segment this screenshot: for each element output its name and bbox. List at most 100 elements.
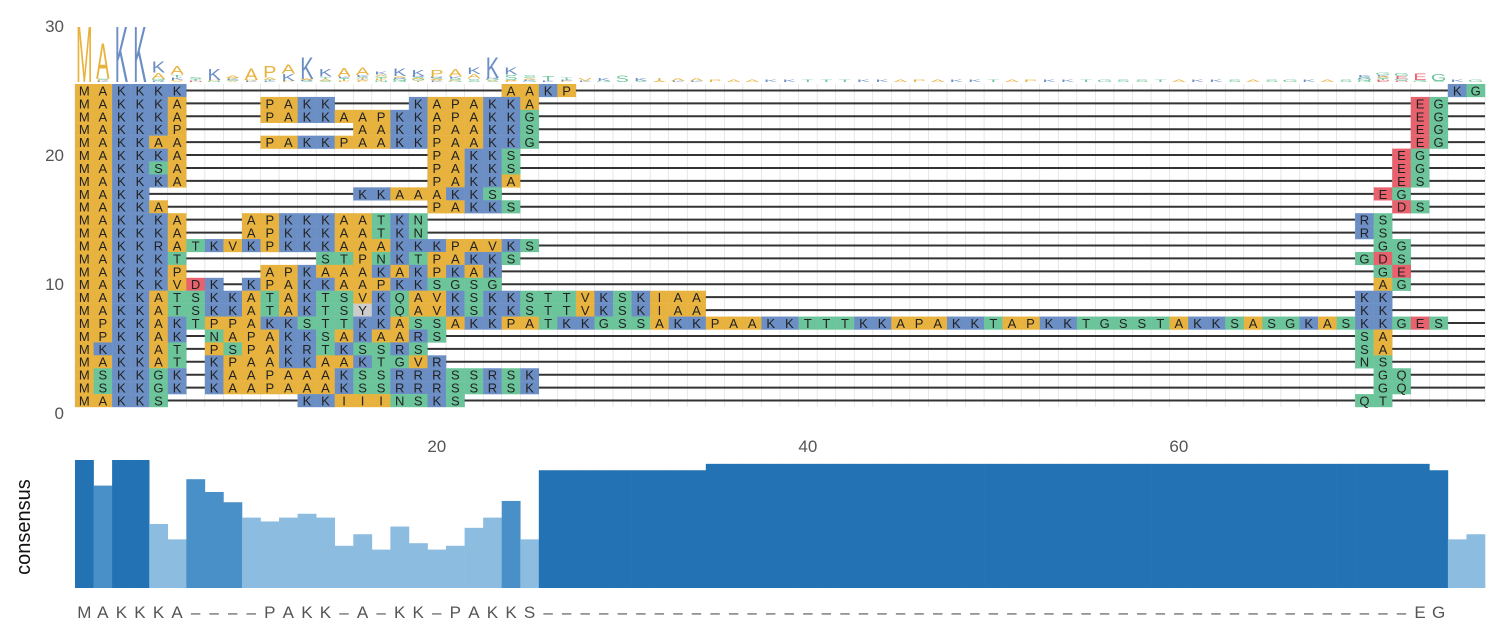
residue-cell xyxy=(538,290,558,304)
residue-letter: K xyxy=(284,213,293,228)
residue-cell xyxy=(297,109,317,123)
consensus-char: – xyxy=(785,603,795,622)
residue-letter: K xyxy=(154,148,163,163)
logo-letter: K xyxy=(1302,79,1316,83)
logo-letter: V xyxy=(412,80,426,82)
logo-letter: K xyxy=(950,79,964,83)
consensus-bar xyxy=(1243,463,1263,588)
consensus-bar xyxy=(1410,463,1430,588)
logo-letter: A xyxy=(671,77,685,82)
residue-letter: A xyxy=(173,148,182,163)
residue-letter: K xyxy=(525,368,534,383)
residue-letter: S xyxy=(377,342,386,357)
residue-cell xyxy=(483,381,502,395)
residue-letter: M xyxy=(79,381,90,396)
residue-cell xyxy=(613,290,632,304)
residue-letter: A xyxy=(321,355,330,370)
residue-letter: K xyxy=(136,83,145,98)
residue-cell xyxy=(520,96,540,111)
residue-letter: K xyxy=(488,174,497,189)
residue-letter: A xyxy=(284,381,293,396)
alignment-rows[interactable]: M A K K K K A A K P K GM A K K K A P A K K K A P A K K A E GM A K K K A P A K… xyxy=(75,83,1486,409)
consensus-bar xyxy=(798,463,818,588)
residue-letter: E xyxy=(1379,187,1388,202)
logo-letter: K xyxy=(356,75,370,78)
residue-cell xyxy=(241,316,261,330)
residue-cell xyxy=(1299,316,1319,330)
residue-letter: G xyxy=(1378,381,1388,396)
residue-cell xyxy=(149,316,168,330)
residue-cell xyxy=(112,303,131,317)
residue-cell xyxy=(334,355,354,369)
residue-letter: G xyxy=(1396,277,1406,292)
consensus-bar xyxy=(464,527,484,588)
residue-letter: A xyxy=(358,109,367,124)
logo-letter: P xyxy=(1024,79,1037,83)
residue-cell xyxy=(112,277,131,291)
residue-letter: T xyxy=(321,316,329,331)
residue-cell xyxy=(501,135,521,149)
residue-cell xyxy=(408,239,428,253)
residue-cell xyxy=(1151,316,1170,330)
residue-cell xyxy=(316,239,335,253)
residue-letter: K xyxy=(507,96,516,111)
residue-letter: K xyxy=(136,277,145,292)
residue-cell xyxy=(130,96,150,111)
residue-letter: T xyxy=(377,213,385,228)
logo-letter: K xyxy=(1376,75,1390,77)
residue-cell xyxy=(1373,251,1393,266)
residue-letter: S xyxy=(470,368,479,383)
residue-letter: K xyxy=(1379,290,1388,305)
residue-cell xyxy=(1392,251,1411,266)
residue-letter: E xyxy=(1397,161,1406,176)
residue-cell xyxy=(687,303,706,317)
residue-letter: P xyxy=(915,316,924,331)
residue-cell xyxy=(742,316,762,330)
residue-letter: S xyxy=(451,381,460,396)
logo-letter: G xyxy=(1357,81,1373,83)
residue-letter: S xyxy=(1379,213,1388,228)
residue-letter: A xyxy=(284,303,293,318)
residue-letter: A xyxy=(98,187,107,202)
residue-cell xyxy=(427,251,447,266)
residue-cell xyxy=(390,213,410,227)
residue-letter: K xyxy=(507,135,516,150)
residue-letter: K xyxy=(136,264,145,279)
residue-letter: A xyxy=(228,329,237,344)
residue-letter: S xyxy=(451,394,460,409)
residue-letter: K xyxy=(228,290,237,305)
logo-letter: K xyxy=(1451,79,1465,83)
residue-letter: A xyxy=(729,316,738,331)
residue-cell xyxy=(594,290,614,304)
residue-cell xyxy=(130,342,150,356)
residue-letter: K xyxy=(173,381,182,396)
logo-letter: R xyxy=(411,76,425,78)
residue-cell xyxy=(112,226,131,240)
consensus-char: – xyxy=(840,603,850,622)
